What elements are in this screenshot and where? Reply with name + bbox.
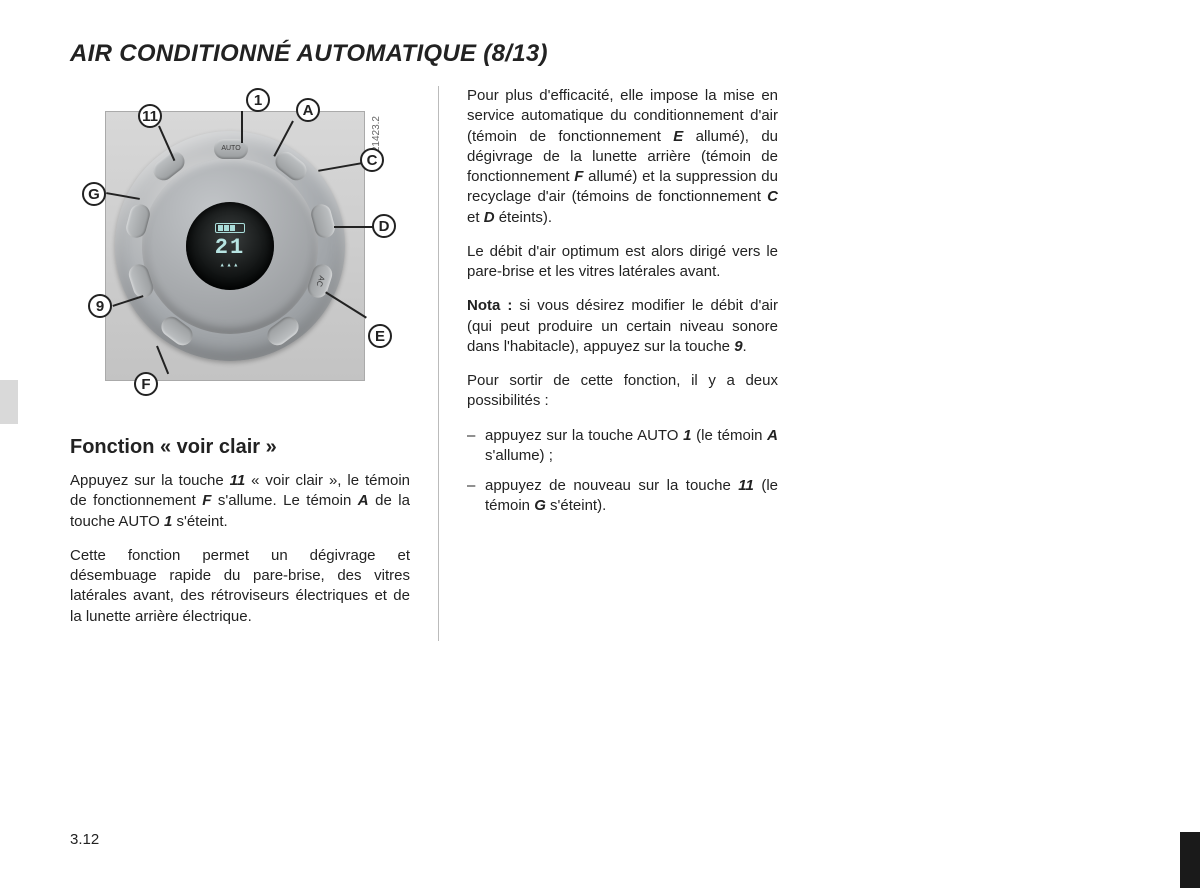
ref-A: A: [767, 427, 778, 444]
thumb-tab: [0, 380, 18, 424]
text: s'éteint).: [546, 497, 606, 514]
callout-D: D: [372, 214, 396, 238]
display-temperature: 21: [215, 235, 245, 260]
nota-label: Nota :: [467, 297, 512, 314]
callout-9: 9: [88, 294, 112, 318]
ref-11: 11: [230, 472, 246, 489]
callout-A: A: [296, 98, 320, 122]
callout-1: 1: [246, 88, 270, 112]
image-reference-number: 21423.2: [371, 116, 382, 152]
ref-D: D: [484, 209, 495, 226]
callout-C: C: [360, 148, 384, 172]
corner-marker: [1180, 832, 1200, 888]
exit-options-list: appuyez sur la touche AUTO 1 (le témoin …: [467, 426, 778, 517]
text: appuyez de nouveau sur la touche: [485, 477, 738, 494]
text: et: [467, 209, 484, 226]
text: s'allume. Le témoin: [211, 492, 357, 509]
text: (le témoin: [691, 427, 767, 444]
section-heading: Fonction « voir clair »: [70, 436, 410, 459]
manual-page: AIR CONDITIONNÉ AUTOMATIQUE (8/13) 21423…: [0, 0, 1200, 888]
callout-G: G: [82, 182, 106, 206]
ref-C: C: [767, 188, 778, 205]
list-item: appuyez sur la touche AUTO 1 (le témoin …: [467, 426, 778, 467]
page-number: 3.12: [70, 831, 99, 848]
content-columns: 21423.2 21 ▴▴▴ AUTO AC 1: [70, 86, 1140, 641]
airflow-icons: ▴▴▴: [220, 260, 240, 270]
ref-G: G: [534, 497, 546, 514]
right-para-3: Nota : si vous désirez modifier le débit…: [467, 296, 778, 357]
callout-F: F: [134, 372, 158, 396]
callout-E: E: [368, 324, 392, 348]
left-para-1: Appuyez sur la touche 11 « voir clair »,…: [70, 471, 410, 532]
ref-E: E: [673, 128, 683, 145]
text: s'éteint.: [172, 513, 227, 530]
ref-A: A: [358, 492, 369, 509]
lead-1: [241, 111, 243, 143]
text: .: [743, 338, 747, 355]
right-para-4: Pour sortir de cette fonction, il y a de…: [467, 371, 778, 412]
right-para-1: Pour plus d'efficacité, elle impose la m…: [467, 86, 778, 228]
ac-control-figure: 21423.2 21 ▴▴▴ AUTO AC 1: [70, 86, 390, 406]
callout-11: 11: [138, 104, 162, 128]
text: si vous désirez modifier le débit d'air …: [467, 297, 778, 355]
lead-D: [334, 226, 374, 228]
left-para-2: Cette fonction permet un dégivrage et dé…: [70, 546, 410, 627]
page-title: AIR CONDITIONNÉ AUTOMATIQUE (8/13): [70, 40, 1140, 68]
ref-9: 9: [734, 338, 742, 355]
text: s'allume) ;: [485, 447, 553, 464]
ac-dial-display: 21 ▴▴▴: [186, 202, 274, 290]
text: éteints).: [495, 209, 553, 226]
right-column: Pour plus d'efficacité, elle impose la m…: [438, 86, 778, 641]
left-column: 21423.2 21 ▴▴▴ AUTO AC 1: [70, 86, 410, 641]
list-item: appuyez de nouveau sur la touche 11 (le …: [467, 476, 778, 517]
right-para-2: Le débit d'air optimum est alors dirigé …: [467, 242, 778, 283]
text: Appuyez sur la touche: [70, 472, 230, 489]
text: appuyez sur la touche AUTO: [485, 427, 683, 444]
ref-11: 11: [738, 477, 754, 494]
fan-level-bars-icon: [215, 223, 245, 233]
